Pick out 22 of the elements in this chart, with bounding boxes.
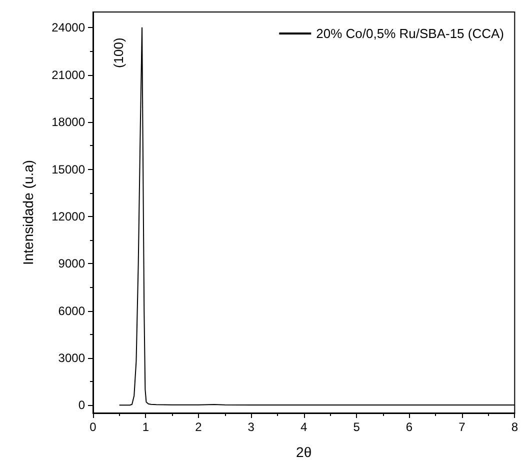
- y-tick-label: 24000: [52, 20, 86, 35]
- y-tick-label: 6000: [58, 304, 86, 318]
- x-tick-label: 5: [353, 420, 360, 434]
- x-axis-title: 2θ: [296, 444, 312, 460]
- y-tick-label: 21000: [52, 68, 86, 82]
- y-tick-label: 12000: [52, 209, 86, 224]
- x-tick-label: 2: [195, 420, 202, 434]
- y-tick-label: 3000: [58, 350, 86, 365]
- y-tick-label: 18000: [52, 115, 86, 130]
- x-tick-label: 6: [406, 420, 413, 434]
- y-tick-label: 15000: [52, 162, 86, 176]
- x-tick-label: 0: [90, 420, 97, 434]
- x-tick-label: 1: [142, 420, 150, 434]
- x-tick-label: 7: [458, 420, 466, 434]
- x-tick-label: 3: [248, 420, 255, 434]
- legend-label: 20% Co/0,5% Ru/SBA-15 (CCA): [316, 26, 504, 41]
- annotation: (100): [111, 38, 126, 68]
- x-tick-label: 8: [511, 420, 518, 434]
- y-axis-title: Intensidade (u.a): [20, 160, 36, 266]
- x-tick-label: 4: [300, 420, 308, 434]
- y-tick-label: 0: [78, 398, 86, 412]
- y-tick-label: 9000: [58, 256, 86, 271]
